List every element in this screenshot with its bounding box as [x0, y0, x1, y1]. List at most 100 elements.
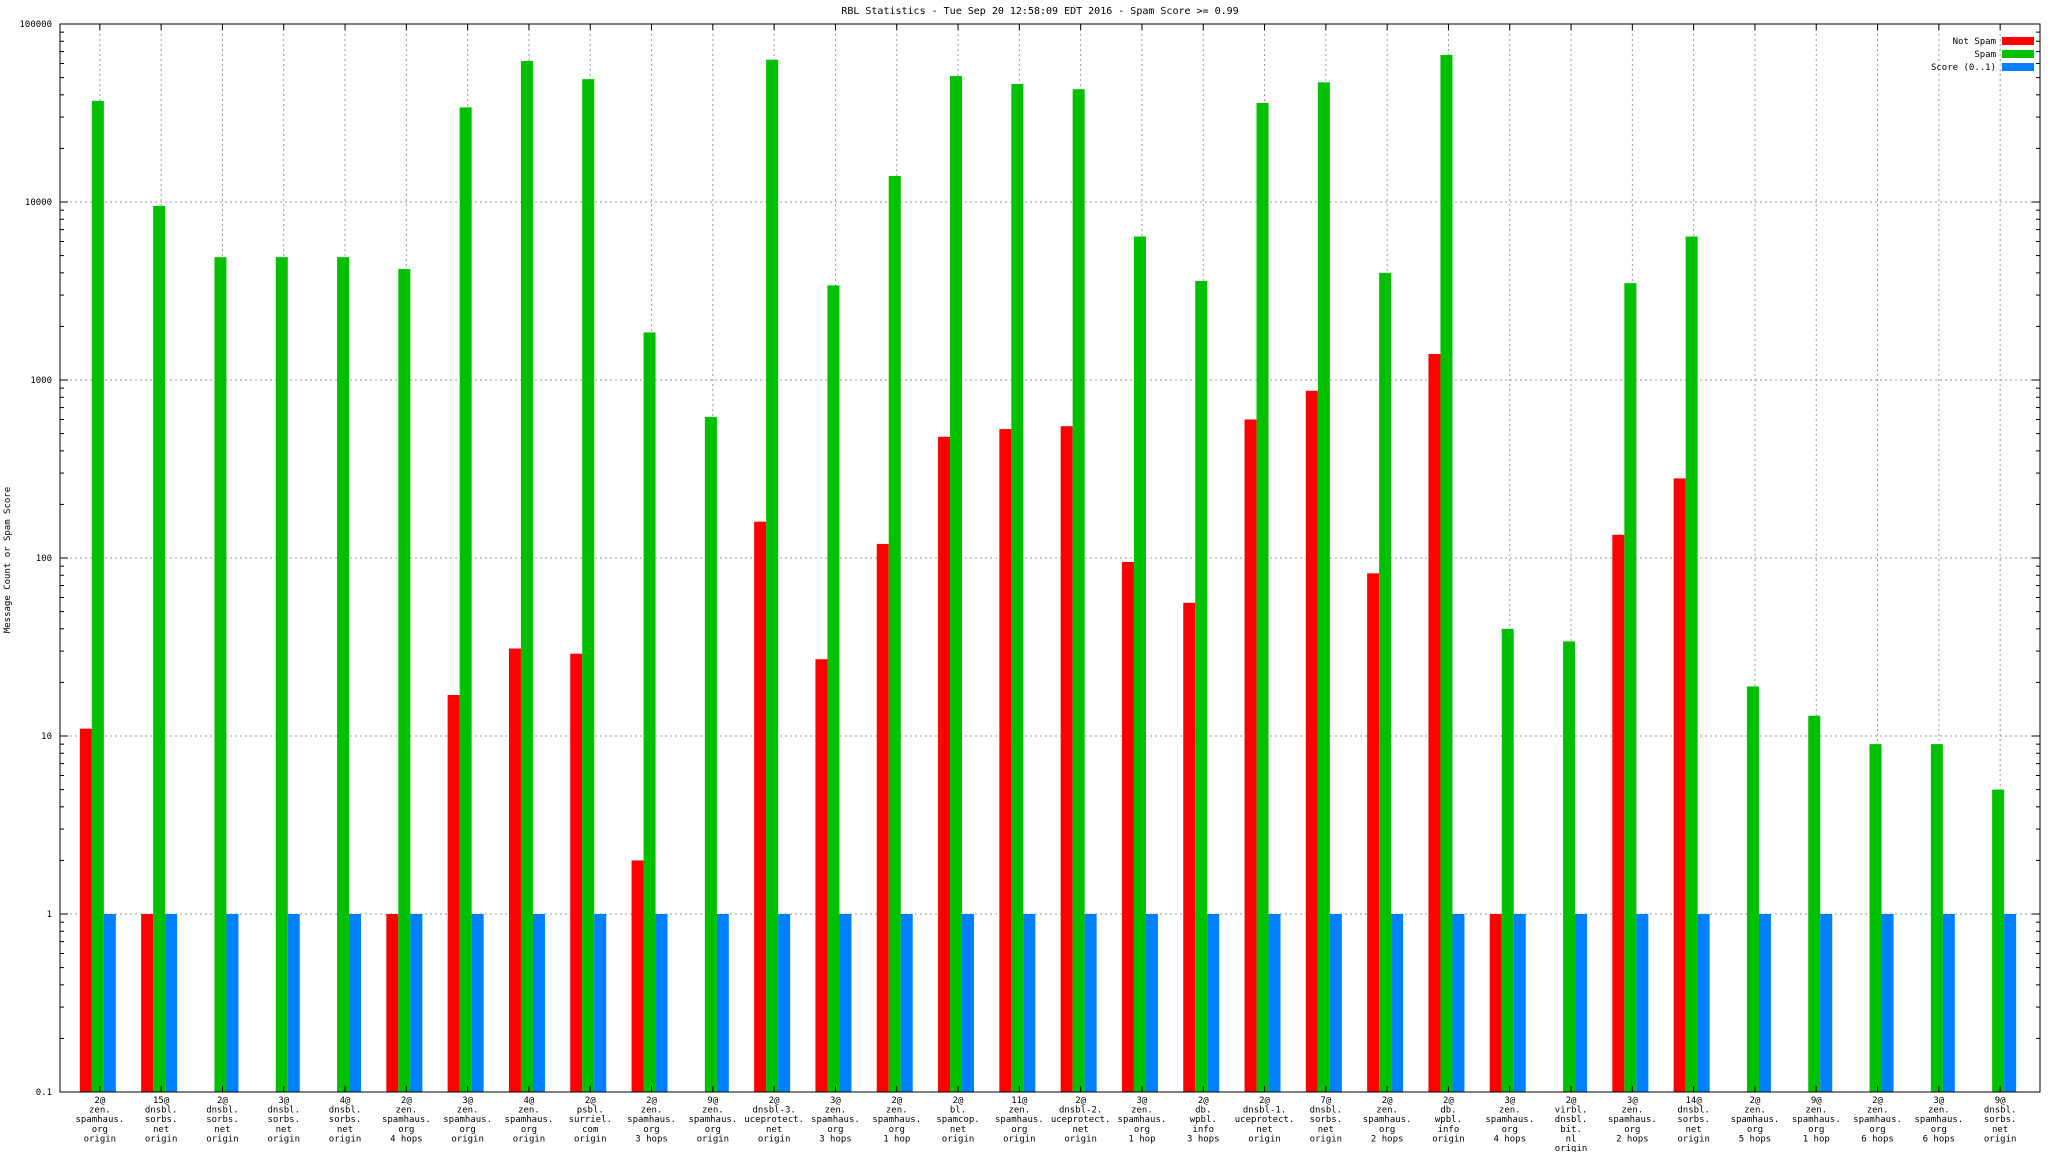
bar-spam [582, 79, 595, 1093]
bar-not-spam [1367, 573, 1380, 1092]
bar-spam [1869, 744, 1882, 1092]
bar-not-spam [1673, 478, 1686, 1092]
x-tick-label: 9@ dnsbl. sorbs. net origin [1984, 1096, 2017, 1144]
bar-spam [1685, 236, 1698, 1092]
bar-score [1697, 914, 1710, 1092]
x-tick-label: 11@ zen. spamhaus. org origin [995, 1096, 1044, 1144]
bar-score [1145, 914, 1158, 1092]
bar-not-spam [447, 694, 460, 1092]
bar-spam [275, 257, 288, 1092]
bar-score [1207, 914, 1220, 1092]
bar-spam [337, 257, 350, 1092]
bar-not-spam [508, 648, 521, 1092]
bar-spam [643, 332, 656, 1092]
x-tick-label: 3@ dnsbl. sorbs. net origin [267, 1096, 300, 1144]
y-tick-label: 100000 [19, 20, 52, 30]
bar-score [1452, 914, 1465, 1092]
bar-score [778, 914, 791, 1092]
x-tick-label: 4@ zen. spamhaus. org origin [505, 1096, 554, 1144]
bar-score [1820, 914, 1833, 1092]
legend-swatch [2002, 50, 2034, 58]
bar-score [594, 914, 607, 1092]
y-tick-label: 100 [36, 554, 52, 564]
x-tick-label: 2@ zen. spamhaus. org 6 hops [1853, 1096, 1902, 1144]
legend-label: Spam [1974, 50, 1996, 60]
legend-label: Score (0..1) [1931, 63, 1996, 73]
y-tick-label: 10000 [25, 198, 52, 208]
bar-score [2004, 914, 2017, 1092]
bar-score [532, 914, 545, 1092]
bar-spam [1317, 82, 1330, 1093]
x-tick-label: 14@ dnsbl. sorbs. net origin [1677, 1096, 1710, 1144]
bar-score [1329, 914, 1342, 1092]
bar-spam [1440, 54, 1453, 1092]
bar-spam [520, 60, 533, 1093]
x-tick-label: 2@ db. wpbl. info 3 hops [1187, 1096, 1220, 1144]
bar-spam [766, 59, 779, 1092]
bar-spam [91, 100, 104, 1092]
bar-score [1023, 914, 1036, 1092]
bar-score [1391, 914, 1404, 1092]
bar-not-spam [1305, 390, 1318, 1092]
y-tick-label: 1000 [30, 376, 52, 386]
bar-not-spam [1244, 419, 1257, 1092]
bar-not-spam [1121, 561, 1134, 1092]
bar-not-spam [754, 521, 767, 1092]
bar-score [1513, 914, 1526, 1092]
y-tick-label: 1 [47, 910, 52, 920]
bar-score [839, 914, 852, 1092]
bar-spam [1133, 236, 1146, 1092]
bar-spam [950, 76, 963, 1093]
bar-not-spam [631, 860, 644, 1092]
bar-spam [1195, 280, 1208, 1092]
x-tick-label: 4@ dnsbl. sorbs. net origin [329, 1096, 362, 1144]
x-tick-label: 3@ zen. spamhaus. org 4 hops [1485, 1096, 1534, 1144]
bar-spam [1256, 102, 1269, 1093]
bar-spam [888, 175, 901, 1093]
bar-score [471, 914, 484, 1092]
x-tick-label: 3@ zen. spamhaus. org 6 hops [1914, 1096, 1963, 1144]
x-tick-label: 15@ dnsbl. sorbs. net origin [145, 1096, 178, 1144]
bar-score [716, 914, 729, 1092]
bar-spam [153, 205, 166, 1092]
bar-score [1758, 914, 1771, 1092]
x-tick-label: 9@ zen. spamhaus. org 1 hop [1792, 1096, 1841, 1144]
bar-score [962, 914, 975, 1092]
x-tick-label: 2@ db. wpbl. info origin [1432, 1096, 1465, 1144]
bar-not-spam [570, 653, 583, 1092]
x-tick-label: 3@ zen. spamhaus. org 1 hop [1118, 1096, 1167, 1144]
bar-score [1636, 914, 1649, 1092]
bar-not-spam [1183, 602, 1196, 1092]
bars [79, 54, 2017, 1093]
bar-spam [1563, 641, 1576, 1092]
bar-score [1575, 914, 1588, 1092]
bar-not-spam [999, 429, 1012, 1093]
x-tick-label: 2@ dnsbl-2. uceprotect. net origin [1051, 1096, 1111, 1144]
bar-not-spam [1612, 534, 1625, 1092]
legend-label: Not Spam [1953, 37, 1996, 47]
bar-score [1881, 914, 1894, 1092]
y-tick-label: 10 [41, 732, 52, 742]
bar-not-spam [938, 436, 951, 1092]
y-axis-label: Message Count or Spam Score [3, 487, 13, 633]
x-tick-label: 7@ dnsbl. sorbs. net origin [1310, 1096, 1343, 1144]
bar-not-spam [1060, 426, 1073, 1092]
bar-spam [398, 269, 411, 1092]
x-tick-label: 2@ zen. spamhaus. org 4 hops [382, 1096, 431, 1144]
bar-score [226, 914, 239, 1092]
bar-spam [704, 416, 717, 1092]
x-tick-label: 2@ psbl. surriel. com origin [569, 1096, 612, 1144]
x-tick-label: 3@ zen. spamhaus. org origin [443, 1096, 492, 1144]
legend: Not Spam Spam Score (0..1) [1931, 37, 2034, 73]
bar-score [1268, 914, 1281, 1092]
bar-spam [1501, 628, 1514, 1092]
bar-score [900, 914, 913, 1092]
y-tick-label: 0.1 [36, 1088, 52, 1098]
bar-spam [827, 285, 840, 1093]
bar-spam [1379, 272, 1392, 1092]
bar-not-spam [79, 728, 92, 1092]
bar-not-spam [1489, 914, 1502, 1092]
bar-spam [459, 107, 472, 1093]
bar-score [103, 914, 116, 1092]
